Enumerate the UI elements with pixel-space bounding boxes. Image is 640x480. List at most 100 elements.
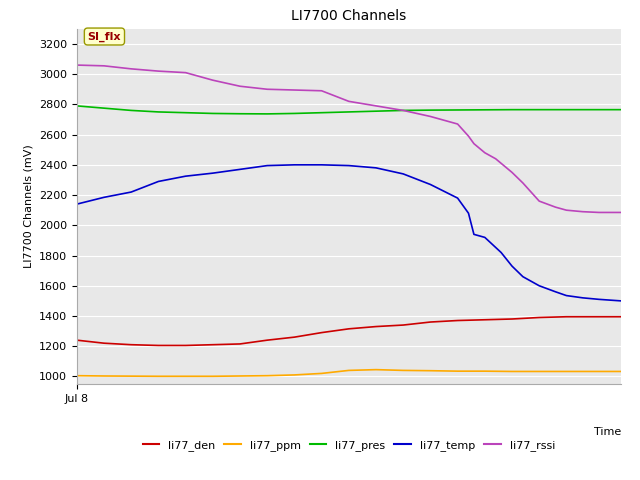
li77_temp — [454, 195, 461, 201]
li77_den — [291, 334, 298, 340]
li77_temp — [155, 179, 163, 184]
li77_temp — [236, 167, 244, 172]
li77_temp — [182, 173, 189, 179]
li77_pres — [345, 109, 353, 115]
li77_ppm — [563, 369, 570, 374]
li77_rssi — [579, 209, 587, 215]
li77_rssi — [536, 198, 543, 204]
li77_den — [236, 341, 244, 347]
li77_pres — [508, 107, 516, 112]
li77_ppm — [372, 367, 380, 372]
li77_rssi — [73, 62, 81, 68]
Legend: li77_den, li77_ppm, li77_pres, li77_temp, li77_rssi: li77_den, li77_ppm, li77_pres, li77_temp… — [138, 436, 559, 456]
li77_ppm — [291, 372, 298, 378]
li77_pres — [100, 105, 108, 111]
li77_ppm — [209, 373, 216, 379]
li77_temp — [372, 165, 380, 171]
li77_den — [508, 316, 516, 322]
Line: li77_temp: li77_temp — [77, 165, 621, 301]
li77_den — [100, 340, 108, 346]
li77_ppm — [590, 369, 598, 374]
li77_pres — [209, 110, 216, 116]
li77_temp — [508, 263, 516, 269]
li77_rssi — [519, 180, 527, 186]
li77_den — [155, 343, 163, 348]
li77_rssi — [470, 141, 477, 146]
li77_temp — [579, 295, 587, 301]
li77_ppm — [536, 369, 543, 374]
li77_rssi — [127, 66, 135, 72]
li77_temp — [470, 231, 477, 237]
li77_rssi — [318, 88, 326, 94]
li77_temp — [536, 283, 543, 288]
li77_temp — [552, 289, 559, 295]
li77_temp — [318, 162, 326, 168]
li77_pres — [454, 107, 461, 113]
li77_temp — [595, 297, 603, 302]
li77_temp — [264, 163, 271, 168]
li77_rssi — [372, 103, 380, 109]
Text: SI_flx: SI_flx — [88, 31, 121, 42]
li77_pres — [318, 110, 326, 116]
li77_rssi — [100, 63, 108, 69]
li77_pres — [155, 109, 163, 115]
li77_ppm — [481, 368, 489, 374]
li77_rssi — [552, 204, 559, 210]
Title: LI7700 Channels: LI7700 Channels — [291, 10, 406, 24]
li77_rssi — [508, 169, 516, 175]
li77_den — [590, 314, 598, 320]
li77_ppm — [100, 373, 108, 379]
li77_rssi — [291, 87, 298, 93]
li77_pres — [427, 107, 435, 113]
li77_pres — [127, 108, 135, 113]
li77_rssi — [454, 121, 461, 127]
li77_pres — [399, 108, 407, 113]
li77_rssi — [563, 207, 570, 213]
li77_ppm — [427, 368, 435, 373]
li77_rssi — [399, 108, 407, 113]
li77_pres — [536, 107, 543, 112]
li77_rssi — [209, 77, 216, 83]
li77_rssi — [236, 84, 244, 89]
li77_ppm — [73, 373, 81, 379]
li77_den — [536, 314, 543, 320]
li77_rssi — [595, 210, 603, 216]
li77_ppm — [399, 368, 407, 373]
li77_ppm — [454, 368, 461, 374]
li77_den — [617, 314, 625, 320]
li77_pres — [481, 107, 489, 113]
li77_rssi — [492, 156, 500, 162]
li77_pres — [590, 107, 598, 112]
li77_den — [399, 322, 407, 328]
li77_den — [209, 342, 216, 348]
li77_pres — [617, 107, 625, 112]
li77_temp — [73, 201, 81, 207]
li77_ppm — [318, 371, 326, 376]
Line: li77_rssi: li77_rssi — [77, 65, 621, 213]
li77_temp — [127, 189, 135, 195]
li77_temp — [209, 170, 216, 176]
li77_den — [127, 342, 135, 348]
li77_ppm — [508, 369, 516, 374]
li77_pres — [563, 107, 570, 112]
li77_pres — [291, 110, 298, 116]
li77_den — [264, 337, 271, 343]
li77_rssi — [155, 68, 163, 74]
Line: li77_ppm: li77_ppm — [77, 370, 621, 376]
li77_rssi — [345, 98, 353, 104]
Y-axis label: LI7700 Channels (mV): LI7700 Channels (mV) — [23, 144, 33, 268]
li77_pres — [264, 111, 271, 117]
li77_den — [454, 318, 461, 324]
Line: li77_pres: li77_pres — [77, 106, 621, 114]
li77_temp — [519, 274, 527, 279]
li77_rssi — [264, 86, 271, 92]
li77_den — [73, 337, 81, 343]
li77_ppm — [617, 369, 625, 374]
li77_ppm — [345, 368, 353, 373]
li77_temp — [345, 163, 353, 168]
li77_temp — [427, 181, 435, 187]
Line: li77_den: li77_den — [77, 317, 621, 346]
li77_pres — [73, 103, 81, 109]
li77_ppm — [155, 373, 163, 379]
li77_temp — [563, 293, 570, 299]
